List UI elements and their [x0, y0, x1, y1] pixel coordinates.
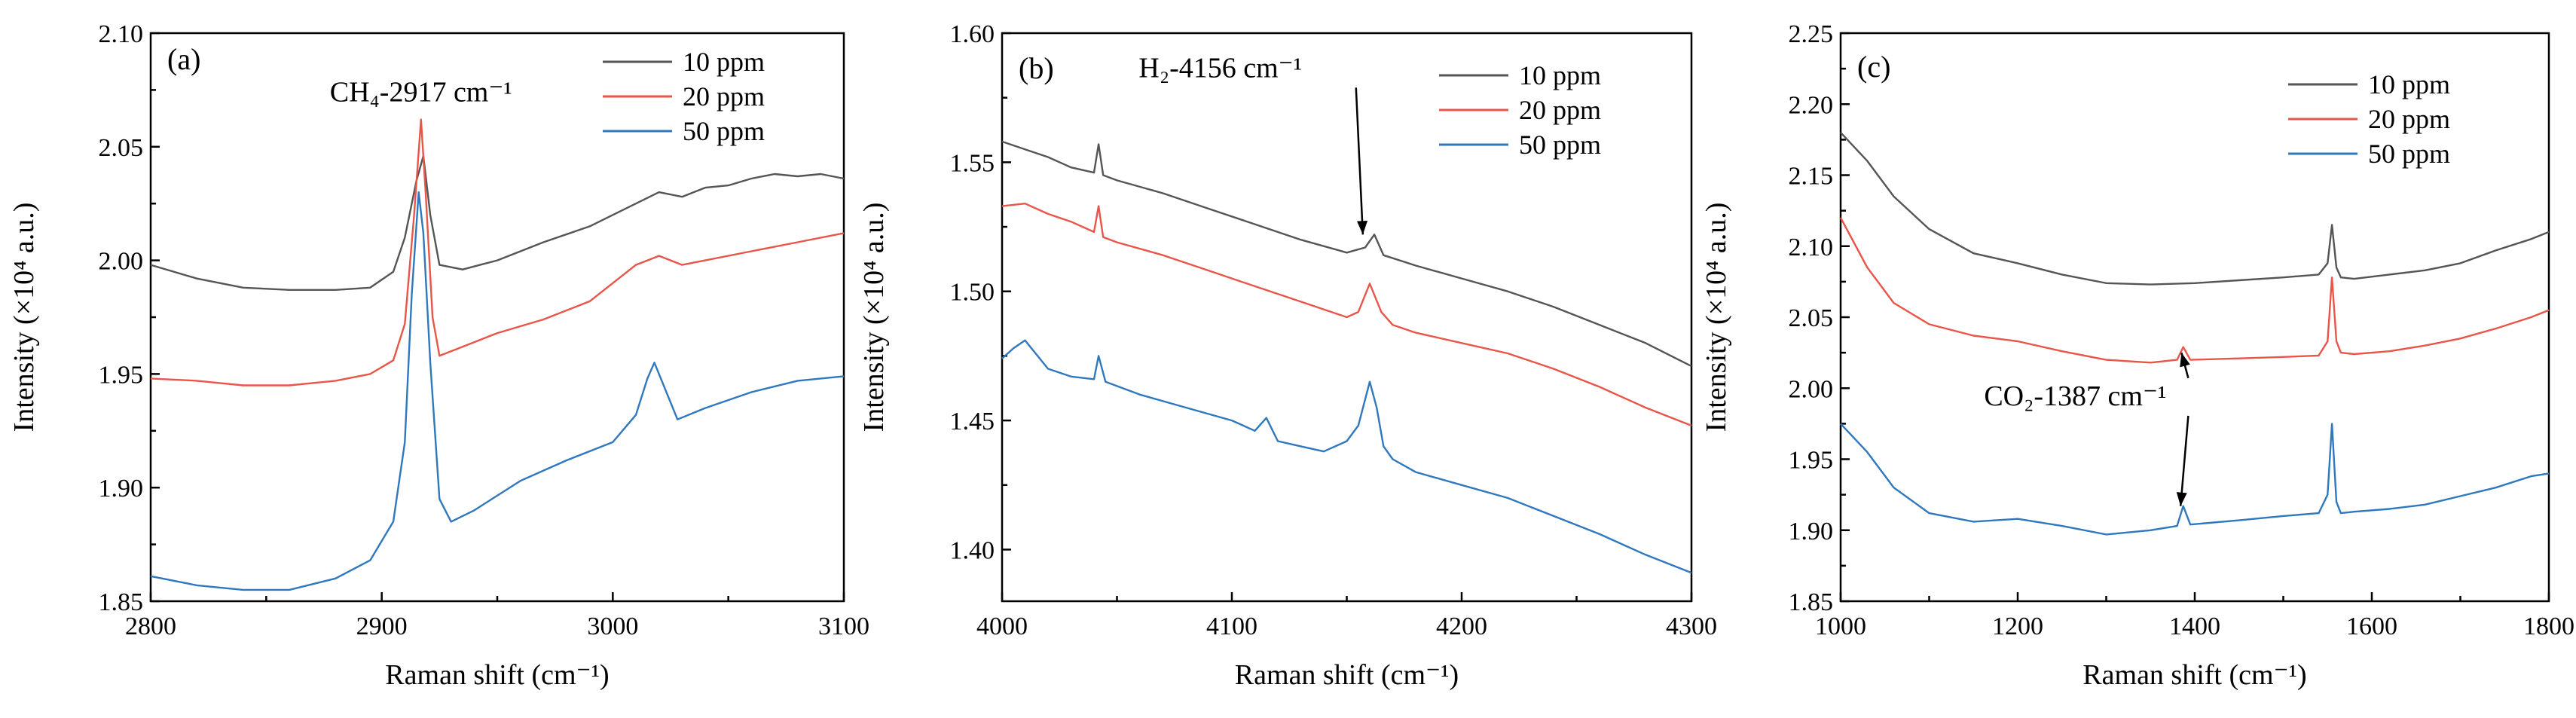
peak-annotation: H₂-4156 cm⁻¹ — [1138, 52, 1302, 84]
y-tick-label: 1.85 — [99, 588, 144, 616]
series-line-10ppm — [150, 154, 845, 291]
y-axis-title: Intensity (×10⁴ a.u.) — [858, 203, 890, 432]
x-tick-label: 3000 — [587, 613, 638, 640]
annotation-arrow — [2179, 415, 2189, 506]
axis-ticks: 2800 2900 3000 3100 1.85 1.90 1.95 2.00 2.05 2.10 — [99, 20, 870, 640]
legend: 10 ppm 20 ppm 50 ppm — [2288, 69, 2450, 169]
series-line-50ppm — [1840, 423, 2550, 536]
y-tick-label: 1.90 — [99, 475, 144, 503]
panel-label: (a) — [167, 42, 200, 76]
legend-label-50ppm: 50 ppm — [2368, 139, 2450, 169]
annotation-arrowhead — [2176, 492, 2187, 506]
axis-ticks: 4000 4100 4200 4300 1.40 1.45 1.50 1.55 1.60 — [950, 20, 1718, 640]
x-tick-label: 3100 — [818, 613, 869, 640]
y-tick-label: 1.50 — [950, 279, 995, 307]
y-tick-label: 2.20 — [1789, 91, 1834, 119]
annotation-arrowhead — [2180, 353, 2190, 368]
x-tick-label: 1200 — [1992, 613, 2043, 640]
x-tick-label: 1800 — [2523, 613, 2574, 640]
peak-annotation: CO₂-1387 cm⁻¹ — [1984, 380, 2166, 412]
x-axis-title: Raman shift (cm⁻¹) — [385, 659, 609, 691]
y-axis-title: Intensity (×10⁴ a.u.) — [8, 203, 40, 432]
panel-label: (b) — [1019, 51, 1054, 85]
y-tick-label: 2.10 — [1789, 234, 1834, 261]
y-tick-label: 2.25 — [1789, 20, 1834, 48]
y-tick-label: 1.60 — [950, 20, 995, 48]
x-tick-label: 4100 — [1206, 613, 1257, 640]
x-tick-label: 4300 — [1666, 613, 1717, 640]
legend-label-20ppm: 20 ppm — [2368, 104, 2450, 134]
series-line-20ppm — [1001, 203, 1692, 427]
y-tick-label: 1.95 — [1789, 447, 1834, 475]
y-tick-label: 2.05 — [99, 134, 144, 162]
series-line-20ppm — [1839, 217, 2550, 364]
legend-label-10ppm: 10 ppm — [2368, 69, 2450, 99]
x-tick-label: 1400 — [2169, 613, 2220, 640]
y-tick-label: 2.00 — [1789, 375, 1834, 403]
x-tick-label: 1000 — [1815, 613, 1866, 640]
x-tick-label: 1600 — [2346, 613, 2397, 640]
peak-annotation: CH₄-2917 cm⁻¹ — [330, 76, 512, 108]
panel-c: 1000 1200 1400 1600 1800 1.85 1.90 1.95 2.00 2.05… — [1701, 20, 2574, 691]
series-line-10ppm — [1001, 140, 1692, 368]
series-group — [1839, 132, 2550, 536]
series-group — [1001, 140, 1692, 574]
y-tick-label: 2.00 — [99, 248, 144, 276]
legend: 10 ppm 20 ppm 50 ppm — [1439, 60, 1601, 160]
panel-label: (c) — [1857, 50, 1890, 84]
series-line-10ppm — [1840, 132, 2550, 286]
series-line-50ppm — [150, 191, 845, 591]
legend-label-20ppm: 20 ppm — [683, 81, 765, 112]
legend-label-50ppm: 50 ppm — [1519, 130, 1601, 160]
annotation-arrow — [1355, 87, 1364, 235]
legend-label-10ppm: 10 ppm — [1519, 60, 1601, 90]
x-axis-title: Raman shift (cm⁻¹) — [2082, 659, 2306, 691]
y-tick-label: 1.55 — [950, 149, 995, 177]
y-tick-label: 1.85 — [1789, 588, 1834, 616]
x-tick-label: 4000 — [976, 613, 1028, 640]
legend-label-10ppm: 10 ppm — [683, 47, 765, 77]
x-tick-label: 2900 — [356, 613, 408, 640]
legend-label-50ppm: 50 ppm — [683, 116, 765, 146]
panel-a: 2800 2900 3000 3100 1.85 1.90 1.95 2.00 2.05 2.10… — [8, 20, 869, 691]
y-tick-label: 2.05 — [1789, 304, 1834, 332]
y-tick-label: 2.15 — [1789, 163, 1834, 191]
y-axis-title: Intensity (×10⁴ a.u.) — [1701, 203, 1732, 432]
x-tick-label: 4200 — [1436, 613, 1487, 640]
annotation-arrowhead — [1357, 221, 1368, 235]
x-axis-title: Raman shift (cm⁻¹) — [1235, 659, 1459, 691]
series-line-50ppm — [1001, 339, 1692, 574]
series-line-20ppm — [150, 118, 845, 386]
y-tick-label: 1.40 — [950, 536, 995, 564]
y-tick-label: 1.90 — [1789, 518, 1834, 545]
legend-label-20ppm: 20 ppm — [1519, 95, 1601, 125]
y-tick-label: 1.95 — [99, 361, 144, 389]
panel-b: 4000 4100 4200 4300 1.40 1.45 1.50 1.55 1.60 10 … — [858, 20, 1717, 691]
x-tick-label: 2800 — [125, 613, 176, 640]
series-group — [150, 118, 845, 591]
y-tick-label: 2.10 — [99, 20, 144, 48]
y-tick-label: 1.45 — [950, 408, 995, 435]
legend: 10 ppm 20 ppm 50 ppm — [603, 47, 765, 146]
axis-ticks: 1000 1200 1400 1600 1800 1.85 1.90 1.95 2.00 2.05… — [1789, 20, 2575, 640]
